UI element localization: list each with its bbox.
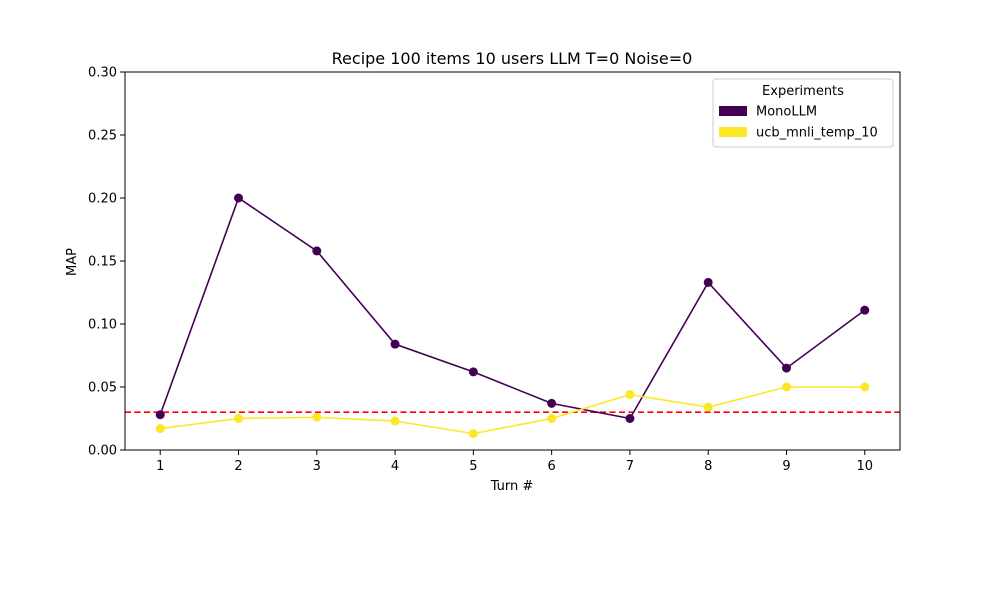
- y-tick-label: 0.15: [88, 255, 117, 270]
- legend-entry-ucb_mnli_temp_10: ucb_mnli_temp_10: [756, 126, 878, 141]
- data-point-MonoLLM-6: [547, 398, 557, 408]
- data-point-ucb_mnli_temp_10-3: [312, 412, 322, 422]
- y-tick-label: 0.10: [88, 318, 117, 333]
- data-point-MonoLLM-1: [155, 410, 165, 420]
- x-tick-label: 9: [782, 459, 790, 474]
- x-tick-label: 7: [626, 459, 634, 474]
- data-point-MonoLLM-10: [860, 305, 870, 315]
- data-point-MonoLLM-8: [703, 277, 713, 287]
- data-point-ucb_mnli_temp_10-8: [703, 402, 713, 412]
- plot-frame: [124, 71, 901, 451]
- data-point-MonoLLM-4: [390, 339, 400, 349]
- x-tick-label: 1: [156, 459, 164, 474]
- x-tick-label: 5: [469, 459, 477, 474]
- data-point-MonoLLM-5: [468, 367, 478, 377]
- legend-entry-MonoLLM: MonoLLM: [756, 105, 817, 120]
- y-axis-label: MAP: [65, 248, 80, 276]
- y-tick-label: 0.05: [88, 381, 117, 396]
- data-point-ucb_mnli_temp_10-5: [468, 429, 478, 439]
- data-point-MonoLLM-7: [625, 414, 635, 423]
- chart-title: Recipe 100 items 10 users LLM T=0 Noise=…: [332, 49, 693, 68]
- y-tick-label: 0.30: [88, 66, 117, 81]
- legend-swatch-MonoLLM: [719, 106, 747, 116]
- data-point-MonoLLM-3: [312, 246, 322, 256]
- x-tick-label: 8: [704, 459, 712, 474]
- data-point-ucb_mnli_temp_10-4: [390, 416, 400, 426]
- data-point-MonoLLM-2: [234, 193, 244, 203]
- x-axis-label: Turn #: [490, 479, 534, 494]
- data-point-ucb_mnli_temp_10-7: [625, 390, 635, 400]
- legend-box: [712, 78, 894, 148]
- x-tick-label: 2: [234, 459, 242, 474]
- data-point-ucb_mnli_temp_10-1: [155, 424, 165, 434]
- y-tick-label: 0.25: [88, 129, 117, 144]
- data-point-ucb_mnli_temp_10-6: [547, 414, 557, 423]
- legend: Experiments MonoLLM ucb_mnli_temp_10: [712, 78, 894, 148]
- data-point-MonoLLM-9: [781, 363, 791, 373]
- data-point-ucb_mnli_temp_10-9: [781, 382, 791, 392]
- x-tick-label: 3: [313, 459, 321, 474]
- y-tick-label: 0.20: [88, 192, 117, 207]
- data-point-ucb_mnli_temp_10-10: [860, 382, 870, 392]
- y-tick-label: 0.00: [88, 444, 117, 459]
- legend-swatch-ucb_mnli_temp_10: [719, 127, 747, 137]
- x-tick-label: 10: [856, 459, 873, 474]
- x-tick-label: 6: [548, 459, 556, 474]
- series-line-ucb_mnli_temp_10: [160, 386, 865, 435]
- x-tick-label: 4: [391, 459, 399, 474]
- data-point-ucb_mnli_temp_10-2: [234, 414, 244, 423]
- plot-area: 0.00 0.05 0.10 0.15 0.20 0.25 0.30 1 2 3 4 5 6 7 8 9 10: [88, 66, 901, 474]
- series-line-MonoLLM: [159, 196, 866, 420]
- legend-title: Experiments: [762, 84, 844, 99]
